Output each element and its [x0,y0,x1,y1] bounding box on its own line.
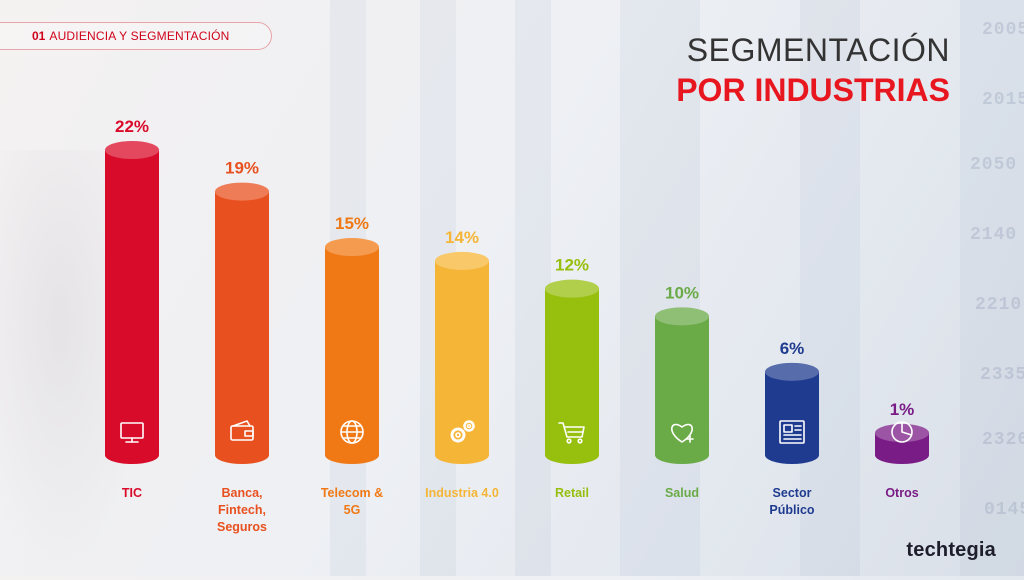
value-label: 14% [445,228,479,247]
heart-icon [671,423,694,443]
bar-group-3: 15% Telecom & 5G [321,214,383,517]
bar-top-cap [655,307,709,326]
section-label: AUDIENCIA Y SEGMENTACIÓN [49,29,230,43]
value-label: 22% [115,117,149,136]
value-label: 15% [335,214,369,233]
bar-group-5: 12% Retail [545,256,599,500]
category-label: Industria 4.0 [425,486,499,500]
category-label: Retail [555,486,589,500]
bar-group-1: 22% TIC [105,117,159,500]
globe-icon [340,420,364,444]
category-label: Sector Público [769,486,815,517]
category-label: TIC [122,486,142,500]
section-tag: 01 AUDIENCIA Y SEGMENTACIÓN [0,22,272,50]
page-title: SEGMENTACIÓN POR INDUSTRIAS [676,30,950,110]
bar [765,371,819,464]
bar-top-cap [105,141,159,159]
brand-logo: techtegia [906,539,996,561]
bar-top-cap [875,424,929,442]
bar-group-4: 14% Industria 4.0 [425,228,499,500]
bar-top-cap [435,251,489,270]
category-label: Salud [665,486,699,500]
title-line-2: POR INDUSTRIAS [676,72,950,108]
bar-group-7: 6% Sector Público [765,339,819,517]
cart-icon [558,422,585,444]
title-line-1: SEGMENTACIÓN [686,32,950,68]
value-label: 1% [890,400,915,419]
section-number: 01 [32,29,46,43]
newspaper-icon [779,420,805,444]
value-label: 12% [555,256,589,275]
value-label: 6% [780,339,805,358]
bar-group-2: 19% Banca, Fintech, Seguros [215,159,269,534]
bar-top-cap [765,362,819,381]
bar-top-cap [545,279,599,298]
bar [325,247,379,464]
bar-group-8: 1% Otros [875,400,929,500]
bar [215,191,269,464]
bar [655,316,709,464]
bar [105,150,159,464]
bar [545,288,599,464]
bar [435,260,489,464]
monitor-icon [120,422,144,443]
bar-top-cap [215,182,269,201]
category-label: Telecom & 5G [321,486,383,517]
value-label: 10% [665,283,699,302]
category-label: Banca, Fintech, Seguros [217,486,267,534]
category-label: Otros [885,486,918,500]
pie-chart-icon [891,421,913,443]
value-label: 19% [225,159,259,178]
bar-top-cap [325,238,379,257]
bar-group-6: 10% Salud [655,283,709,500]
gears-icon [450,420,475,443]
wallet-icon [230,420,254,441]
